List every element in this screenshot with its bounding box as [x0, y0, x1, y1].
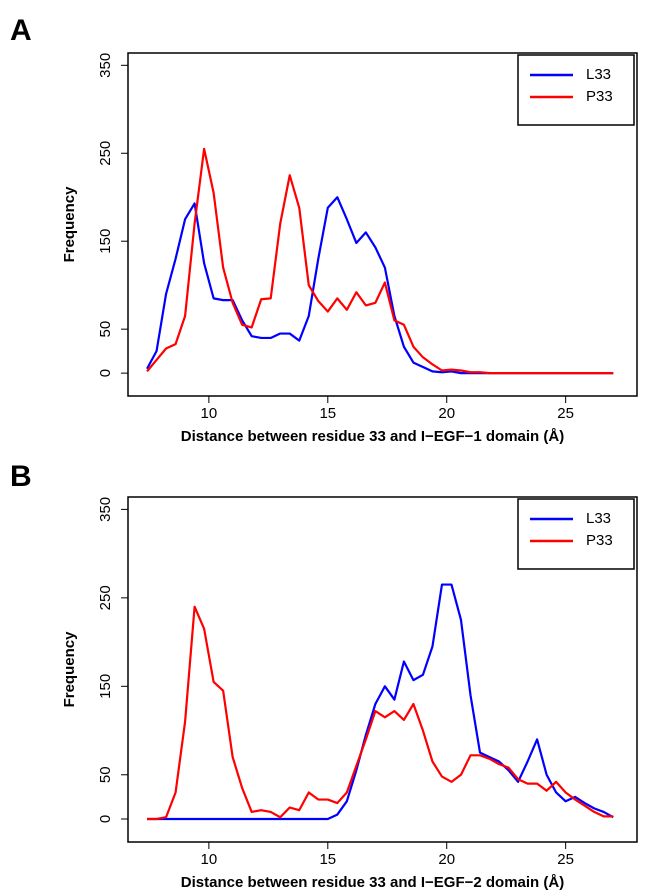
legend-label: L33	[586, 510, 611, 527]
y-tick-label: 50	[97, 321, 114, 338]
x-tick-label: 20	[438, 405, 455, 422]
x-tick-label: 10	[201, 851, 218, 868]
data-line	[147, 605, 614, 821]
plot-frame	[127, 496, 638, 843]
y-tick-label: 150	[97, 674, 114, 699]
y-tick-label: 350	[97, 53, 114, 78]
y-tick-label: 150	[97, 229, 114, 254]
y-tick-label: 250	[97, 141, 114, 166]
x-tick-label: 20	[438, 851, 455, 868]
data-line	[146, 147, 614, 375]
y-tick-label: 0	[97, 815, 114, 823]
legend-box	[517, 498, 635, 570]
chart-panel: B 0 50 150 250 350 10 15 20 25 Distance between re…	[10, 460, 638, 891]
y-axis-label: Frequency	[61, 631, 78, 708]
y-tick-label: 250	[97, 585, 114, 610]
legend-label: L33	[586, 66, 611, 83]
plot-frame	[127, 52, 638, 397]
legend-box	[517, 54, 635, 126]
chart-panel: A 0 50 150 250 350 10 15 20 25 Distance between re…	[10, 14, 638, 445]
x-tick-label: 10	[201, 405, 218, 422]
x-tick-label: 25	[557, 851, 574, 868]
x-tick-label: 15	[319, 851, 336, 868]
y-tick-label: 0	[97, 369, 114, 377]
y-axis-label: Frequency	[61, 186, 78, 263]
x-tick-label: 25	[557, 405, 574, 422]
x-axis-label: Distance between residue 33 and I−EGF−2 …	[181, 874, 564, 891]
y-tick-label: 50	[97, 766, 114, 783]
y-tick-label: 350	[97, 497, 114, 522]
panel-label: A	[10, 14, 32, 47]
panel-label: B	[10, 460, 32, 493]
x-axis-label: Distance between residue 33 and I−EGF−1 …	[181, 428, 564, 445]
x-tick-label: 15	[319, 405, 336, 422]
legend-label: P33	[586, 532, 613, 549]
data-line	[147, 583, 614, 821]
legend-label: P33	[586, 88, 613, 105]
